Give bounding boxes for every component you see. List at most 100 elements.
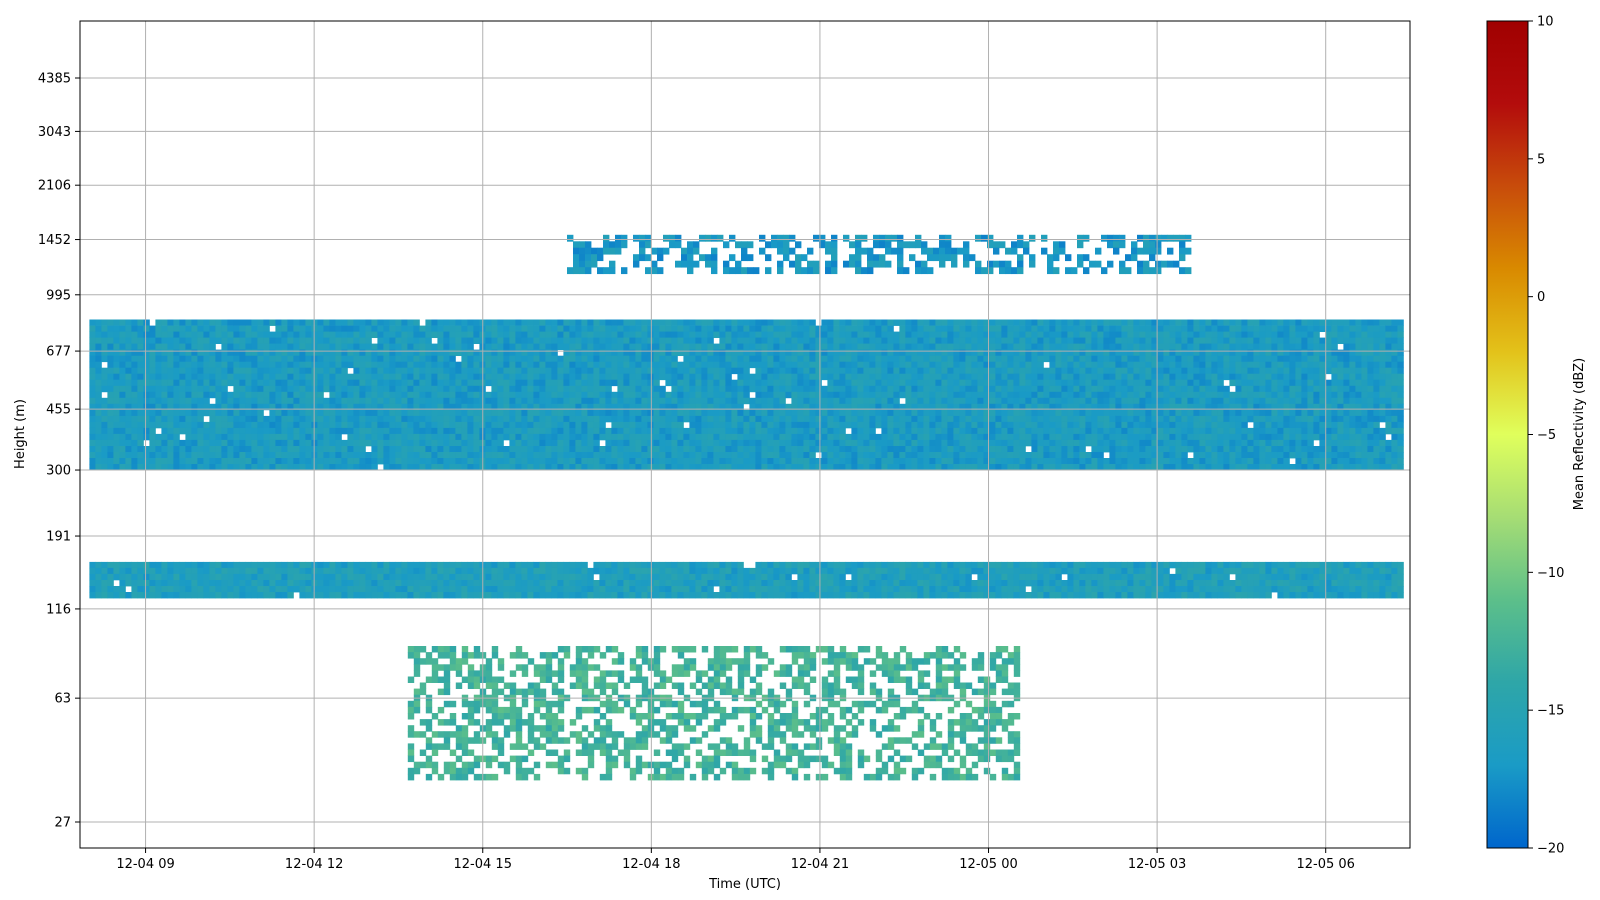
lower-cloud-layer-cell xyxy=(1175,409,1182,417)
lower-cloud-layer-cell xyxy=(767,409,774,417)
lower-cloud-layer-cell xyxy=(827,325,834,333)
lower-cloud-layer-cell xyxy=(1115,433,1122,441)
lower-cloud-layer-cell xyxy=(743,464,750,471)
lower-cloud-layer-cell xyxy=(833,355,840,363)
lower-cloud-layer-cell xyxy=(1241,409,1248,417)
lower-cloud-layer-cell xyxy=(965,355,972,363)
lower-cloud-layer-cell xyxy=(1283,464,1290,471)
lower-cloud-layer-cell xyxy=(1067,415,1074,423)
lower-cloud-layer-cell xyxy=(1145,373,1152,381)
lower-cloud-layer-cell xyxy=(233,421,240,429)
lower-cloud-layer-cell xyxy=(995,439,1002,447)
lower-cloud-layer-cell xyxy=(155,385,162,393)
lower-cloud-layer-cell xyxy=(263,361,270,369)
lower-cloud-layer-cell xyxy=(149,421,156,429)
lower-cloud-layer-cell xyxy=(275,331,282,339)
lower-cloud-layer-cell xyxy=(233,361,240,369)
lower-cloud-layer-cell xyxy=(1235,433,1242,441)
lower-cloud-layer-cell xyxy=(1019,367,1026,375)
lower-cloud-layer-cell xyxy=(251,373,258,381)
lower-cloud-layer-cell xyxy=(1175,397,1182,405)
lower-cloud-layer-cell xyxy=(1163,337,1170,345)
lower-cloud-layer-cell xyxy=(1073,421,1080,429)
lower-cloud-layer-cell xyxy=(1205,409,1212,417)
reflectivity-cells xyxy=(89,234,1404,781)
lower-cloud-layer-cell xyxy=(803,433,810,441)
lower-cloud-layer-cell xyxy=(761,403,768,411)
lower-cloud-layer-cell xyxy=(659,446,666,453)
lower-cloud-layer-cell xyxy=(1295,331,1302,339)
lower-cloud-layer-cell xyxy=(965,427,972,435)
lower-cloud-layer-cell xyxy=(317,367,324,375)
lower-cloud-layer-cell xyxy=(677,367,684,375)
lower-cloud-layer-cell xyxy=(239,397,246,405)
lower-cloud-layer-cell xyxy=(749,379,756,387)
lower-cloud-layer-cell xyxy=(695,355,702,363)
lower-cloud-layer-cell xyxy=(485,464,492,471)
lower-cloud-layer-cell xyxy=(347,397,354,405)
lower-cloud-layer-cell xyxy=(1205,385,1212,393)
lower-cloud-layer-cell xyxy=(893,343,900,351)
lower-cloud-layer-cell xyxy=(719,337,726,345)
lower-cloud-layer-cell xyxy=(371,331,378,339)
lower-cloud-layer-cell xyxy=(227,337,234,345)
lower-cloud-layer-cell xyxy=(359,319,366,326)
lower-cloud-layer-cell xyxy=(1007,337,1014,345)
lower-cloud-layer-cell xyxy=(863,367,870,375)
lower-cloud-layer-cell xyxy=(503,325,510,333)
lower-cloud-layer-cell xyxy=(221,415,228,423)
lower-cloud-layer-cell xyxy=(173,409,180,417)
lower-cloud-layer-cell xyxy=(1019,361,1026,369)
lower-cloud-layer-cell xyxy=(329,409,336,417)
lower-cloud-layer-cell xyxy=(1097,439,1104,447)
lower-cloud-layer-cell xyxy=(1127,325,1134,333)
lower-cloud-layer-cell xyxy=(929,452,936,459)
lower-cloud-layer-cell xyxy=(761,439,768,447)
lower-cloud-layer-cell xyxy=(1019,452,1026,459)
lower-cloud-layer-cell xyxy=(989,337,996,345)
lower-cloud-layer-cell xyxy=(1073,452,1080,459)
lower-cloud-layer-cell xyxy=(1151,391,1158,399)
lower-cloud-layer-cell xyxy=(461,373,468,381)
lower-cloud-layer-cell xyxy=(1133,337,1140,345)
lower-cloud-layer-cell xyxy=(371,439,378,447)
lower-cloud-layer-cell xyxy=(377,361,384,369)
lower-cloud-layer-cell xyxy=(1001,355,1008,363)
lower-cloud-layer-cell xyxy=(1019,355,1026,363)
lower-cloud-layer-cell xyxy=(107,373,114,381)
lower-cloud-layer-cell xyxy=(161,385,168,393)
lower-cloud-layer-cell xyxy=(563,319,570,326)
lower-cloud-layer-cell xyxy=(149,427,156,435)
lower-cloud-layer-cell xyxy=(419,379,426,387)
lower-cloud-layer-cell xyxy=(431,391,438,399)
lower-cloud-layer-cell xyxy=(1001,337,1008,345)
lower-cloud-layer-cell xyxy=(689,355,696,363)
lower-cloud-layer-cell xyxy=(755,337,762,345)
lower-cloud-layer-cell xyxy=(1241,337,1248,345)
lower-cloud-layer-cell xyxy=(1169,325,1176,333)
lower-cloud-layer-cell xyxy=(173,325,180,333)
lower-cloud-layer-cell xyxy=(701,331,708,339)
lower-cloud-layer-cell xyxy=(1199,361,1206,369)
lower-cloud-layer-cell xyxy=(161,355,168,363)
lower-cloud-layer-cell xyxy=(689,439,696,447)
lower-cloud-layer-cell xyxy=(1019,379,1026,387)
lower-cloud-layer-cell xyxy=(425,373,432,381)
lower-cloud-layer-cell xyxy=(653,452,660,459)
lower-cloud-layer-cell xyxy=(509,337,516,345)
lower-cloud-layer-cell xyxy=(623,385,630,393)
lower-cloud-layer-cell xyxy=(449,391,456,399)
lower-cloud-layer-cell xyxy=(143,464,150,471)
lower-cloud-layer-cell xyxy=(1241,361,1248,369)
lower-cloud-layer-cell xyxy=(851,458,858,465)
lower-cloud-layer-cell xyxy=(1019,337,1026,345)
lower-cloud-layer-cell xyxy=(227,355,234,363)
lower-cloud-layer-cell xyxy=(221,391,228,399)
lower-cloud-layer-cell xyxy=(893,415,900,423)
lower-cloud-layer-cell xyxy=(1055,446,1062,453)
lower-cloud-layer-cell xyxy=(983,343,990,351)
lower-cloud-layer-cell xyxy=(929,325,936,333)
lower-cloud-layer-cell xyxy=(869,319,876,326)
lower-cloud-layer-cell xyxy=(803,446,810,453)
lower-cloud-layer-cell xyxy=(1097,355,1104,363)
